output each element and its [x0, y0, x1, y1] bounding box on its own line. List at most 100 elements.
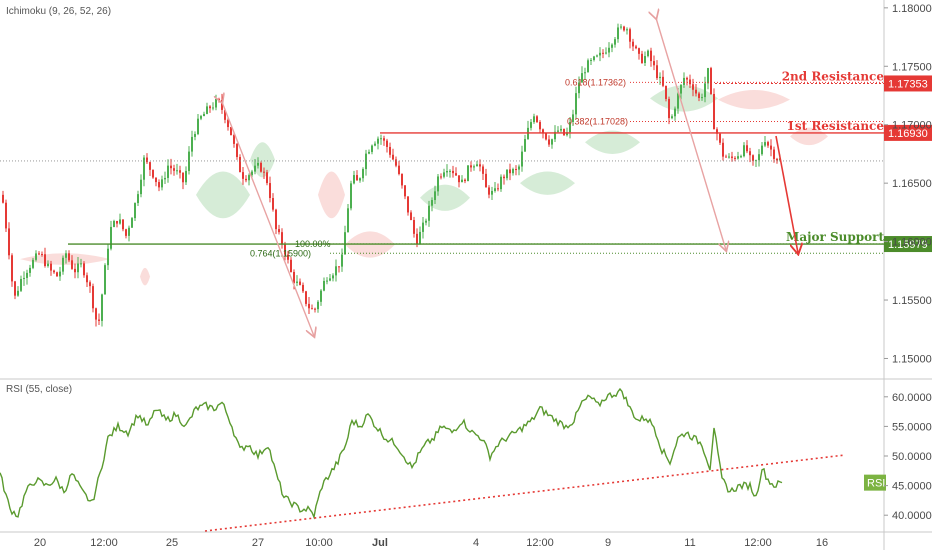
- candle-body: [344, 232, 346, 255]
- candle-body: [47, 263, 49, 266]
- ichimoku-cloud-segment: [250, 142, 275, 178]
- ichimoku-cloud-segment: [140, 267, 150, 286]
- candle-body: [242, 172, 244, 179]
- candle-body: [299, 281, 301, 285]
- candle-body: [179, 170, 181, 173]
- candle-body: [389, 146, 391, 155]
- candle-body: [626, 29, 628, 31]
- candle-body: [512, 169, 514, 174]
- candle-body: [569, 122, 571, 133]
- level-label: Major Support: [786, 230, 884, 244]
- candle-body: [509, 169, 511, 174]
- candle-body: [239, 157, 241, 173]
- candle-body: [362, 169, 364, 179]
- candle-body: [572, 114, 574, 123]
- candle-body: [5, 202, 7, 229]
- candle-body: [410, 212, 412, 221]
- candle-body: [494, 188, 496, 191]
- candle-body: [773, 149, 775, 159]
- candle-body: [65, 253, 67, 258]
- candle-body: [728, 156, 730, 158]
- candle-body: [629, 29, 631, 42]
- candle-body: [647, 50, 649, 57]
- candle-body: [482, 166, 484, 174]
- candle-body: [548, 139, 550, 145]
- candle-body: [434, 191, 436, 201]
- time-tick-label: 10:00: [305, 537, 333, 549]
- candle-body: [533, 116, 535, 123]
- candle-body: [137, 194, 139, 204]
- target-arrow: [775, 135, 798, 253]
- candle-body: [80, 263, 82, 265]
- candle-body: [29, 267, 31, 273]
- candle-body: [515, 169, 517, 171]
- candle-body: [233, 135, 235, 144]
- candle-body: [293, 271, 295, 283]
- candle-body: [338, 266, 340, 268]
- candle-body: [692, 84, 694, 90]
- candle-body: [536, 116, 538, 123]
- candle-body: [146, 157, 148, 163]
- candle-body: [95, 308, 97, 320]
- candle-body: [539, 122, 541, 130]
- candle-body: [272, 198, 274, 210]
- candle-body: [290, 259, 292, 272]
- price-tag: [884, 75, 932, 92]
- candle-body: [464, 179, 466, 182]
- candle-body: [116, 220, 118, 224]
- candle-body: [554, 131, 556, 140]
- candle-body: [518, 166, 520, 170]
- candle-body: [545, 133, 547, 140]
- candle-body: [584, 72, 586, 74]
- level-label: 2nd Resistance: [782, 69, 885, 83]
- candle-body: [317, 301, 319, 310]
- level-label: 1st Resistance: [787, 119, 885, 133]
- time-tick-label: 12:00: [526, 537, 554, 549]
- candle-body: [254, 165, 256, 172]
- fib-level-label: 0.382(1.17028): [567, 116, 628, 126]
- candle-body: [695, 89, 697, 94]
- candle-body: [659, 76, 661, 79]
- candle-body: [167, 165, 169, 178]
- candle-body: [770, 145, 772, 150]
- candle-body: [593, 56, 595, 60]
- candle-body: [596, 55, 598, 57]
- time-tick-label: 11: [684, 537, 695, 549]
- rsi-line: [0, 387, 783, 520]
- ichimoku-cloud-segment: [790, 127, 828, 146]
- candle-body: [98, 319, 100, 321]
- candle-body: [443, 172, 445, 177]
- price-tick-label: 1.15000: [892, 353, 932, 365]
- time-tick-label: 4: [473, 537, 479, 549]
- candle-body: [269, 183, 271, 199]
- rsi-tick-label: 40.0000: [892, 510, 932, 522]
- candle-body: [776, 158, 778, 161]
- ichimoku-cloud-segment: [520, 171, 575, 195]
- candle-body: [278, 229, 280, 233]
- candle-body: [563, 128, 565, 136]
- candle-body: [281, 232, 283, 245]
- candle-body: [497, 188, 499, 190]
- candle-body: [149, 162, 151, 170]
- candle-body: [161, 179, 163, 188]
- candle-body: [620, 26, 622, 28]
- rsi-pane: RSI: [0, 387, 886, 532]
- candle-body: [218, 98, 220, 101]
- candle-body: [329, 278, 331, 281]
- candle-body: [341, 254, 343, 267]
- candle-body: [302, 284, 304, 292]
- candle-body: [86, 275, 88, 283]
- candle-body: [395, 159, 397, 166]
- candle-body: [713, 93, 715, 130]
- candle-body: [743, 145, 745, 157]
- candle-body: [353, 175, 355, 184]
- candle-body: [59, 271, 61, 277]
- candle-body: [764, 142, 766, 146]
- candle-body: [38, 253, 40, 255]
- candle-body: [191, 136, 193, 152]
- candle-body: [641, 53, 643, 64]
- candle-body: [566, 132, 568, 136]
